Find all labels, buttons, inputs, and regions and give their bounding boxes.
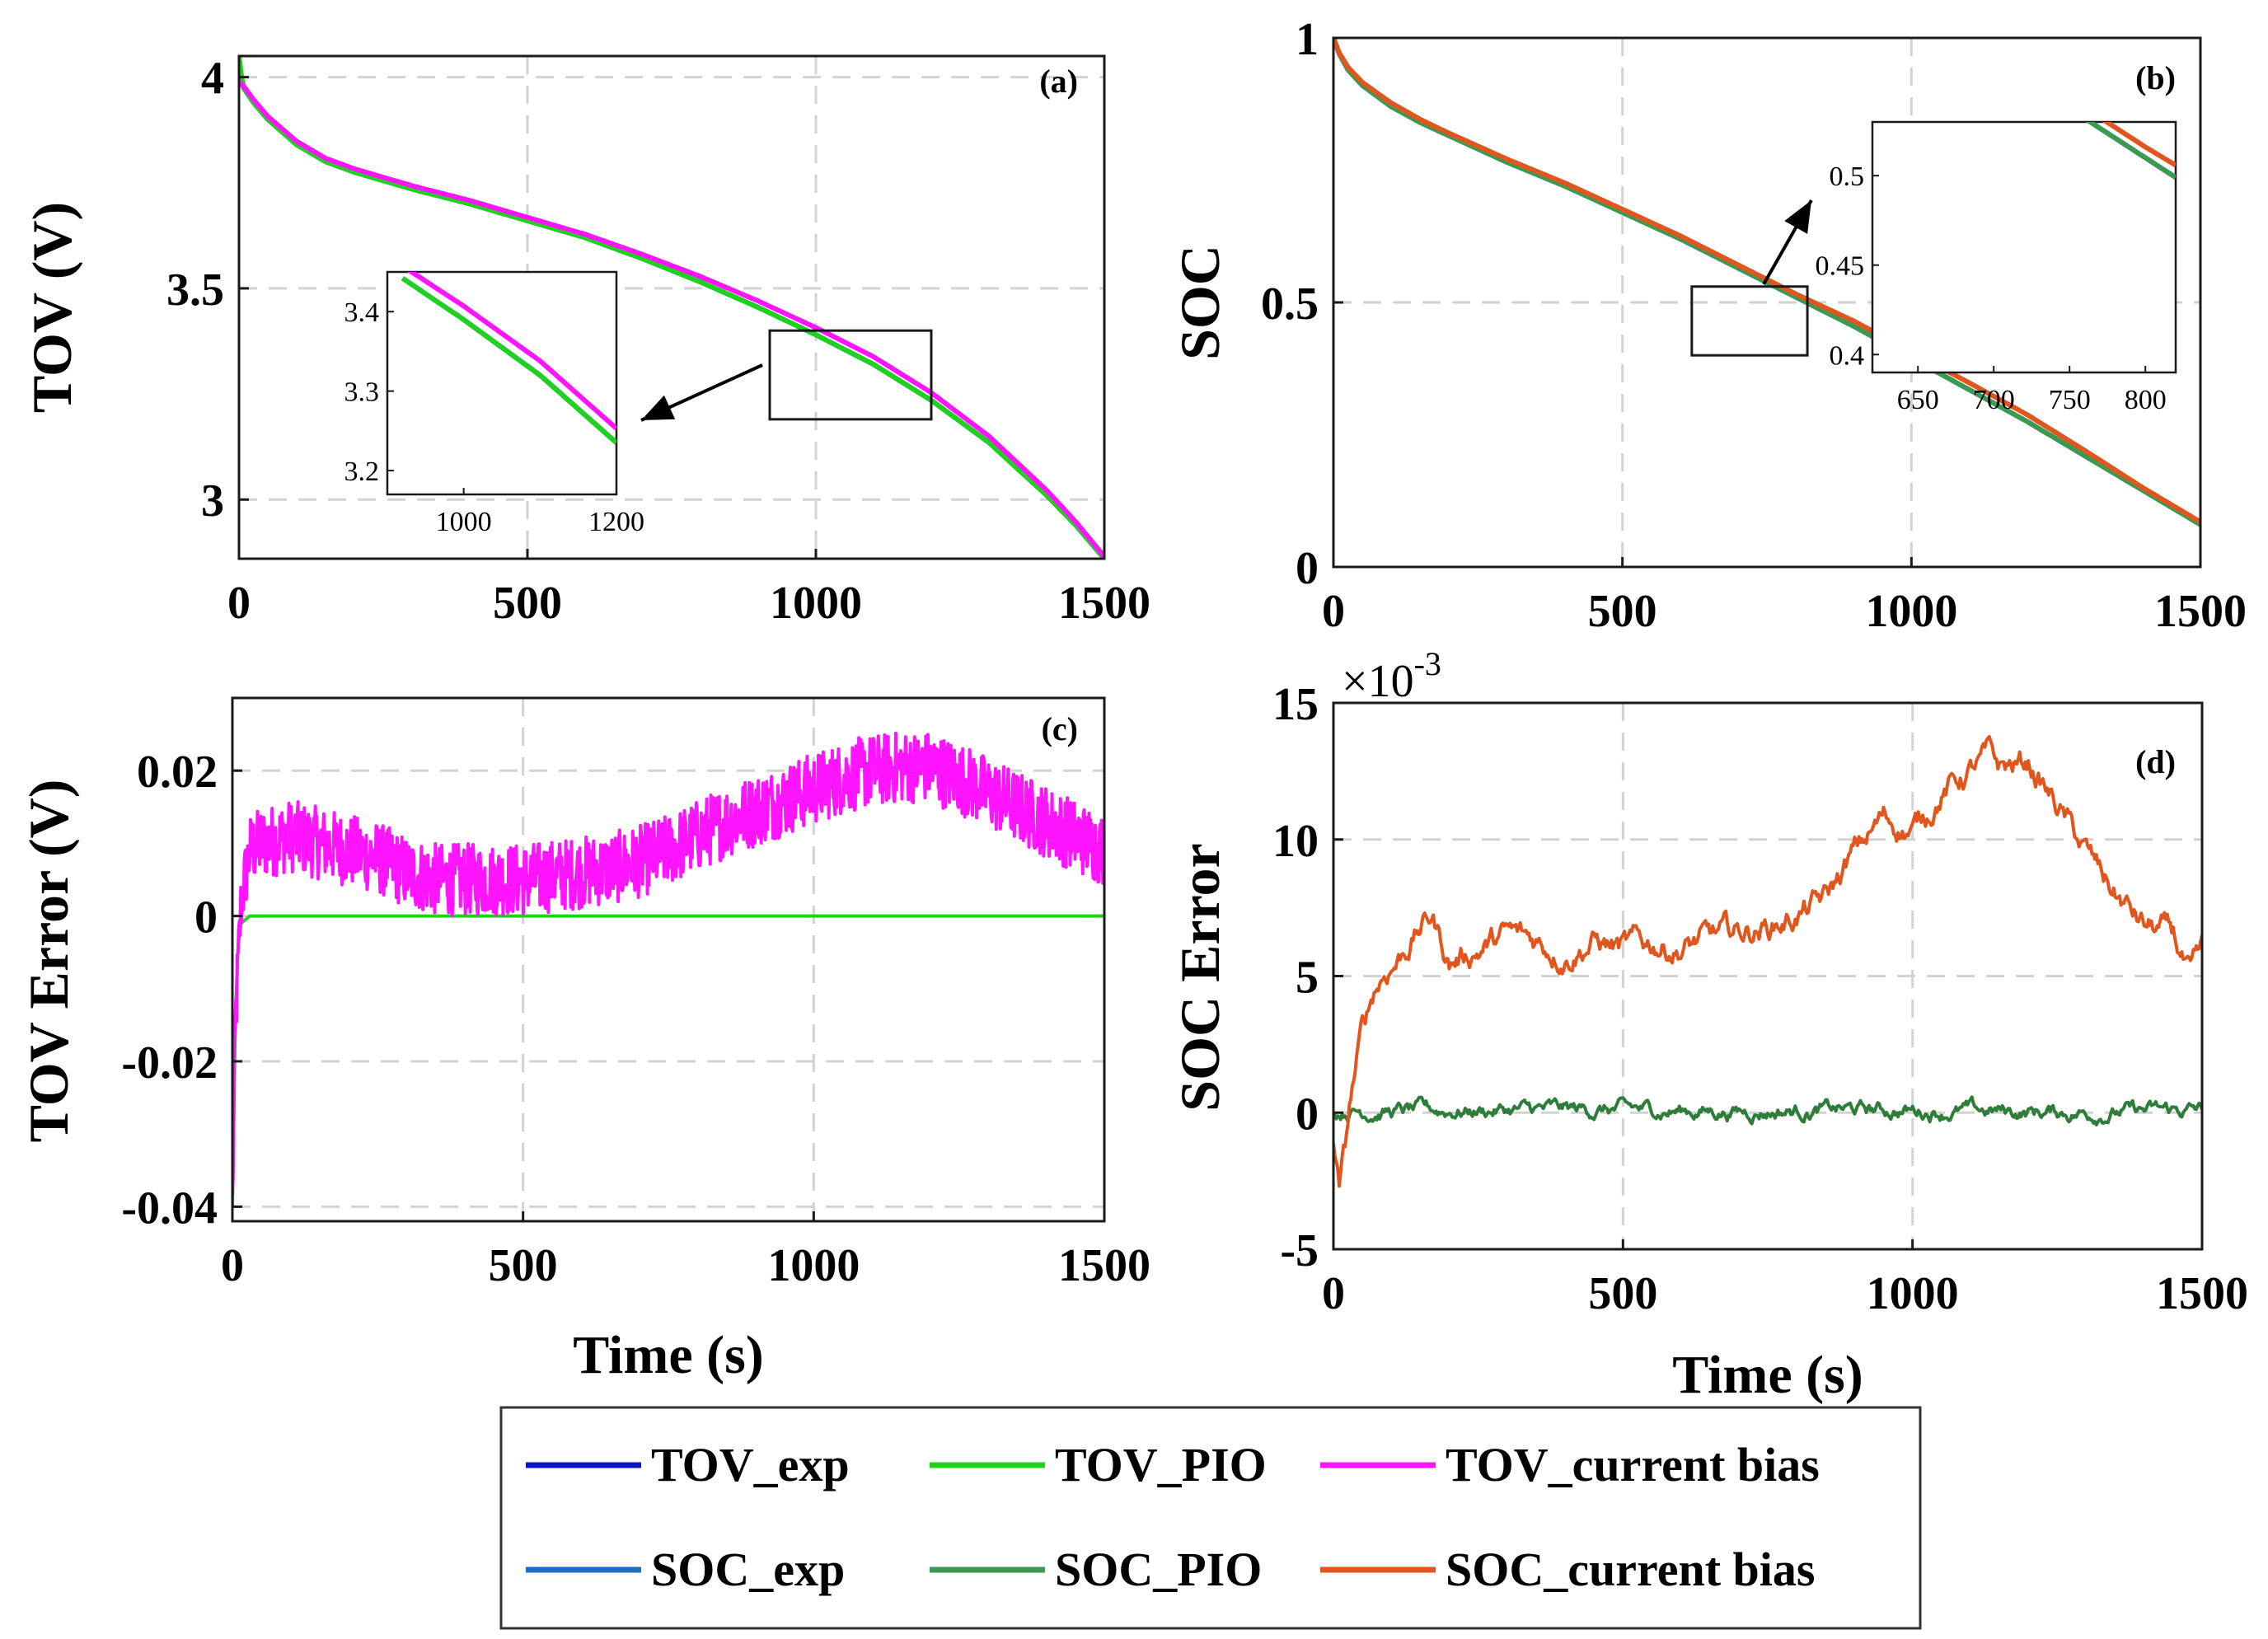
panel-b-inset-xtick-1: 700	[1973, 385, 2015, 415]
panel-b-xtick-3: 1500	[2154, 586, 2247, 637]
series-a-tov-pio	[239, 56, 1104, 559]
panel-d-ytick-2: 5	[1296, 953, 1319, 1004]
panel-b-zoom-arrow-head	[1784, 200, 1811, 234]
panel-b-ytick-2: 1	[1296, 14, 1319, 65]
panel-c-ytick-0: -0.04	[121, 1182, 218, 1234]
panel-c-xtick-2: 1000	[767, 1240, 860, 1291]
panel-a-inset-ytick-2: 3.4	[344, 297, 380, 328]
inset-series-b-soc-current-bias	[2102, 122, 2176, 168]
panel-c-ytick-2: 0	[194, 892, 218, 944]
panel-b-xtick-0: 0	[1322, 586, 1345, 637]
panel-a-label: (a)	[1039, 63, 1078, 100]
panel-d-ytick-3: 10	[1272, 816, 1319, 867]
panel-d-series	[1333, 735, 2202, 1188]
panel-c-frame	[231, 696, 1106, 1223]
panel-d-ytick-1: 0	[1296, 1089, 1319, 1140]
panel-d-label: (d)	[2135, 743, 2176, 780]
panel-b-ytick-0: 0	[1296, 543, 1319, 594]
panel-a-zoom-box	[768, 329, 933, 421]
panel-b: 0 500 1000 1500 0 0.5 1 SOC (b) 650 700 750 800 0.4 0.…	[1169, 14, 2247, 637]
panel-a-ytick-2: 4	[201, 54, 224, 105]
panel-a-frame	[237, 54, 1106, 560]
panel-b-inset-xtick-3: 800	[2125, 385, 2167, 415]
panel-b-inset-ytick-2: 0.5	[1830, 162, 1865, 192]
panel-d-xtick-1: 500	[1588, 1268, 1657, 1319]
panel-b-inset-ytick-1: 0.45	[1816, 251, 1865, 282]
panel-a-ylabel: TOV (V)	[21, 202, 83, 413]
panel-a-xtick-3: 1500	[1058, 578, 1150, 629]
panel-b-inset-ytick-0: 0.4	[1830, 340, 1865, 371]
legend-label-soc-pio: SOC_PIO	[1055, 1543, 1262, 1596]
panel-a-xtick-0: 0	[227, 578, 251, 629]
legend: TOV_exp TOV_PIO TOV_current bias SOC_exp…	[499, 1406, 1922, 1630]
panel-b-inset-xtick-0: 650	[1897, 385, 1939, 415]
panel-a-xtick-2: 1000	[770, 578, 862, 629]
legend-label-soc-exp: SOC_exp	[651, 1543, 845, 1596]
panel-d-ylabel: SOC Error	[1169, 843, 1231, 1112]
series-a-tov-current-bias	[239, 79, 1104, 559]
panel-d-ytick-4: 15	[1272, 679, 1319, 730]
panel-c-xtick-3: 1500	[1058, 1240, 1150, 1291]
panel-b-xtick-1: 500	[1588, 586, 1657, 637]
panel-d-xlabel: Time (s)	[1672, 1345, 1863, 1405]
panel-c-label: (c)	[1042, 710, 1078, 747]
panel-a-inset-frame	[386, 270, 618, 496]
panel-b-ylabel: SOC	[1169, 245, 1231, 360]
inset-series-b-soc-pio	[2085, 122, 2176, 180]
panel-d-ytick-0: -5	[1280, 1225, 1319, 1276]
legend-label-tov-current-bias: TOV_current bias	[1446, 1438, 1820, 1491]
panel-b-label: (b)	[2135, 59, 2176, 96]
panel-b-inset-xtick-2: 750	[2049, 385, 2091, 415]
panel-a-ytick-1: 3.5	[166, 265, 224, 316]
panel-c-xtick-1: 500	[489, 1240, 558, 1291]
panel-c-xlabel: Time (s)	[573, 1325, 764, 1385]
panel-a-series	[239, 56, 1104, 559]
panel-a-zoom-arrow-head	[641, 395, 676, 420]
panel-c-xtick-0: 0	[221, 1240, 244, 1291]
panel-d-exponent-power: -3	[1414, 645, 1441, 682]
panel-c-ytick-1: -0.02	[121, 1037, 218, 1089]
panel-a-inset-xtick-0: 1000	[436, 507, 492, 537]
series-d-soc-current-bias	[1333, 735, 2202, 1188]
panel-d-xtick-3: 1500	[2156, 1268, 2248, 1319]
series-c-tov-current-bias	[232, 731, 1104, 1196]
series-d-soc-pio	[1333, 1095, 2202, 1126]
series-c-tov-pio	[232, 914, 1104, 1207]
legend-label-soc-current-bias: SOC_current bias	[1446, 1543, 1815, 1596]
panel-a-inset-ytick-0: 3.2	[344, 457, 380, 487]
series-b-soc-pio	[1333, 38, 2200, 527]
legend-label-tov-exp: TOV_exp	[651, 1438, 850, 1491]
panel-b-inset-frame	[1871, 120, 2177, 374]
inset-series-a-tov-current-bias	[406, 272, 616, 431]
panel-b-inset-series	[2085, 122, 2176, 180]
panel-c: 0 500 1000 1500 -0.04 -0.02 0 0.02 TOV Error (V)…	[17, 696, 1150, 1385]
panel-c-ytick-3: 0.02	[137, 747, 218, 798]
panel-a-inset-series	[401, 272, 616, 445]
panel-d-xtick-2: 1000	[1867, 1268, 1959, 1319]
panel-a-xtick-1: 500	[493, 578, 562, 629]
panel-d-xtick-0: 0	[1322, 1268, 1345, 1319]
panel-b-ytick-1: 0.5	[1261, 279, 1319, 330]
panel-b-xtick-2: 1000	[1865, 586, 1957, 637]
panel-a-inset-xtick-1: 1200	[588, 507, 644, 537]
panel-a-inset-ytick-1: 3.3	[344, 377, 380, 408]
inset-series-a-tov-pio	[401, 276, 616, 445]
panel-b-zoom-box	[1690, 285, 1809, 357]
panel-a: 0 500 1000 1500 3 3.5 4 TOV (V) (a) 1000 1200 3.2 3.…	[21, 54, 1150, 629]
panel-a-inset: 1000 1200 3.2 3.3 3.4	[344, 270, 644, 537]
legend-label-tov-pio: TOV_PIO	[1055, 1438, 1267, 1491]
legend-box	[499, 1406, 1922, 1630]
panel-c-ylabel: TOV Error (V)	[17, 780, 80, 1143]
panel-a-ytick-0: 3	[201, 475, 224, 527]
panel-c-series	[232, 731, 1104, 1207]
panel-b-inset: 650 700 750 800 0.4 0.45 0.5	[1816, 120, 2177, 415]
